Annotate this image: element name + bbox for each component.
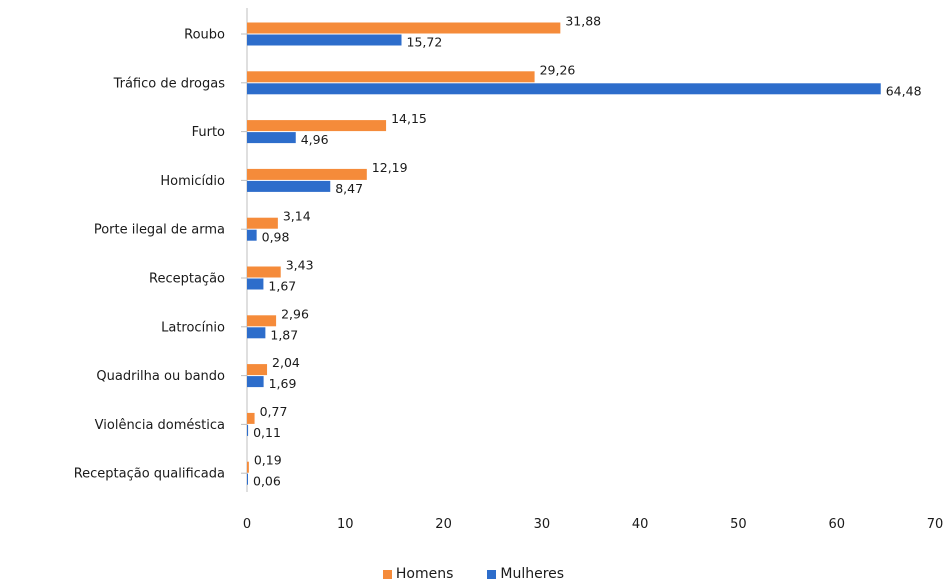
category-label: Tráfico de drogas xyxy=(113,76,226,91)
x-tick-label: 70 xyxy=(927,517,944,532)
data-label-mulheres: 0,11 xyxy=(253,425,281,440)
legend-swatch-mulheres xyxy=(487,569,497,579)
data-label-mulheres: 1,87 xyxy=(270,327,298,342)
category-label: Receptação xyxy=(149,272,225,287)
data-label-mulheres: 64,48 xyxy=(886,83,922,98)
category-label: Latrocínio xyxy=(161,320,225,335)
data-label-homens: 31,88 xyxy=(565,14,601,29)
data-label-homens: 29,26 xyxy=(540,62,576,77)
bar-homens xyxy=(247,217,278,229)
bar-homens xyxy=(247,266,281,278)
x-tick-label: 0 xyxy=(243,517,251,532)
bar-chart: Roubo 31,88 15,72 Tráfico de drogas 29,26 64,… xyxy=(74,8,944,532)
data-label-homens: 2,04 xyxy=(272,355,300,370)
data-label-homens: 3,43 xyxy=(286,258,314,273)
category-label: Furto xyxy=(192,125,225,140)
data-label-mulheres: 0,98 xyxy=(262,230,290,245)
x-tick-label: 30 xyxy=(534,517,551,532)
data-label-mulheres: 1,67 xyxy=(268,279,296,294)
bar-mulheres xyxy=(247,34,402,46)
bar-mulheres xyxy=(247,83,881,95)
bar-homens xyxy=(247,461,249,473)
data-label-homens: 3,14 xyxy=(283,209,311,224)
bar-mulheres xyxy=(247,376,264,388)
x-tick-label: 50 xyxy=(730,517,747,532)
legend: Homens Mulheres xyxy=(0,566,947,582)
legend-item-mulheres: Mulheres xyxy=(487,566,564,582)
data-label-homens: 14,15 xyxy=(391,111,427,126)
category-label: Receptação qualificada xyxy=(74,467,225,482)
category-label: Violência doméstica xyxy=(95,418,225,433)
legend-item-homens: Homens xyxy=(382,566,454,582)
data-label-homens: 12,19 xyxy=(372,160,408,175)
bar-mulheres xyxy=(247,424,249,436)
bar-mulheres xyxy=(247,132,296,144)
bar-homens xyxy=(247,168,367,180)
legend-swatch-homens xyxy=(382,569,392,579)
x-tick-label: 10 xyxy=(337,517,354,532)
data-label-homens: 0,19 xyxy=(254,453,282,468)
data-label-mulheres: 1,69 xyxy=(269,376,297,391)
bar-homens xyxy=(247,120,387,132)
bar-mulheres xyxy=(247,327,266,339)
data-label-mulheres: 4,96 xyxy=(301,132,329,147)
bar-mulheres xyxy=(247,180,331,192)
bar-homens xyxy=(247,412,255,424)
data-label-homens: 0,77 xyxy=(260,404,288,419)
data-label-homens: 2,96 xyxy=(281,306,309,321)
bar-homens xyxy=(247,315,277,327)
data-label-mulheres: 15,72 xyxy=(407,35,443,50)
data-label-mulheres: 8,47 xyxy=(335,181,363,196)
bar-mulheres xyxy=(247,473,248,485)
data-label-mulheres: 0,06 xyxy=(253,474,281,489)
x-tick-label: 20 xyxy=(435,517,452,532)
bar-homens xyxy=(247,71,535,83)
category-label: Porte ilegal de arma xyxy=(94,223,225,238)
x-tick-label: 60 xyxy=(828,517,845,532)
category-label: Quadrilha ou bando xyxy=(96,369,225,384)
bar-homens xyxy=(247,22,561,34)
x-tick-label: 40 xyxy=(632,517,649,532)
legend-label-mulheres: Mulheres xyxy=(500,566,565,582)
bar-mulheres xyxy=(247,278,264,290)
legend-label-homens: Homens xyxy=(395,566,454,582)
bar-mulheres xyxy=(247,229,257,241)
bar-homens xyxy=(247,364,268,376)
category-label: Homicídio xyxy=(160,174,225,189)
category-label: Roubo xyxy=(184,28,225,43)
